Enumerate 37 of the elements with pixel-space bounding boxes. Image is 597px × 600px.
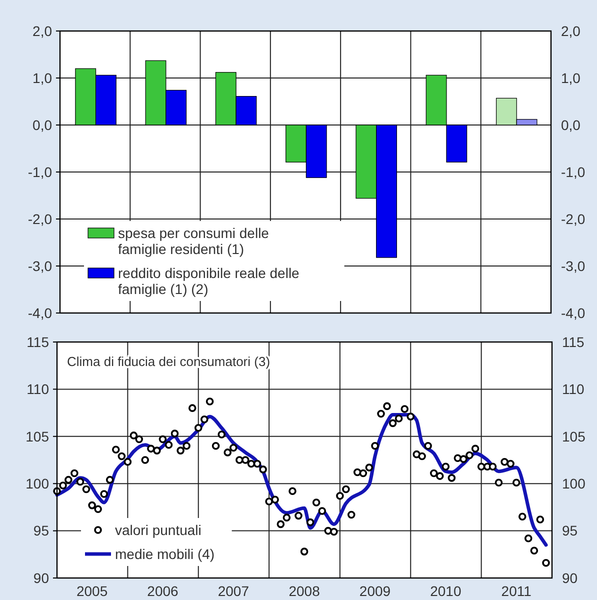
y-tick-label: 115 (26, 334, 50, 350)
legend-label: spesa per consumi delle famiglie residenti (1) (118, 225, 270, 257)
x-tick-label: 2007 (218, 583, 250, 599)
y-tick-label: 0,0 (32, 116, 52, 133)
x-tick-label: 2006 (147, 583, 179, 599)
y-tick-label: 2,0 (32, 22, 52, 39)
y2-tick-label: 110 (562, 381, 585, 398)
y2-tick-label: -2,0 (561, 210, 586, 227)
y-tick-label: -3,0 (28, 258, 52, 274)
y2-tick-label: 100 (562, 476, 586, 492)
y2-tick-label: 0,0 (561, 116, 581, 133)
legend-label: medie mobili (4) (115, 546, 215, 562)
legend-label: reddito disponibile reale delle famiglie (1) (2) (118, 265, 300, 297)
y-tick-label: 90 (33, 570, 50, 586)
y-tick-label: 105 (26, 428, 50, 444)
y2-tick-label: 95 (562, 522, 578, 539)
y-tick-label: -2,0 (28, 210, 52, 227)
y2-tick-label: 1,0 (561, 70, 581, 86)
y-tick-label: 110 (26, 381, 50, 398)
y-tick-label: -1,0 (28, 164, 52, 180)
x-tick-label: 2010 (430, 583, 462, 599)
y2-tick-label: -1,0 (561, 164, 586, 180)
y-tick-label: -4,0 (28, 304, 52, 321)
x-tick-label: 2008 (288, 583, 320, 599)
y-tick-label: 1,0 (32, 70, 52, 86)
x-tick-label: 2011 (501, 583, 532, 599)
y2-tick-label: 105 (562, 428, 586, 444)
y2-tick-label: 115 (562, 334, 585, 350)
y2-tick-label: -3,0 (561, 258, 586, 274)
y-tick-label: 100 (26, 476, 50, 492)
y2-tick-label: 2,0 (561, 22, 581, 39)
y-tick-label: 95 (33, 522, 50, 539)
y2-tick-label: 90 (562, 570, 578, 586)
x-tick-label: 2005 (76, 583, 108, 599)
x-tick-label: 2009 (359, 583, 391, 599)
y2-tick-label: -4,0 (561, 304, 586, 321)
legend-label: valori puntuali (115, 522, 202, 538)
